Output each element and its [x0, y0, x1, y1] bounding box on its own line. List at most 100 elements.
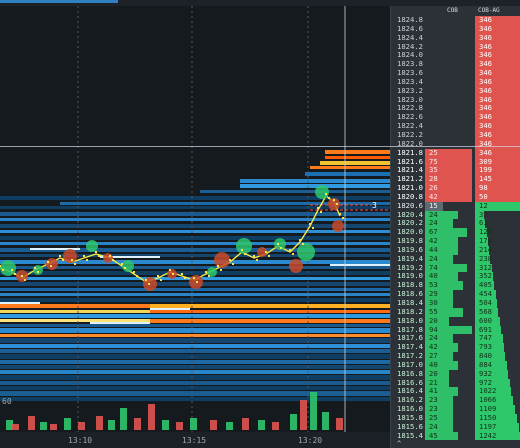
ladder-row[interactable]: 1822.8 346: [391, 103, 520, 114]
cobag-value: 37: [479, 209, 488, 219]
ladder-row[interactable]: 1823.2 346: [391, 86, 520, 96]
ladder-row[interactable]: 1818.4 30 504: [391, 298, 520, 308]
volume-bar: [40, 422, 47, 430]
cob-bar: [425, 228, 467, 238]
cobag-value: 98: [479, 183, 488, 193]
liquidity-hotspot: [100, 256, 160, 258]
cobag-value: 346: [479, 59, 492, 69]
ladder-row[interactable]: 1819.8 42 170: [391, 236, 520, 246]
ladder-row[interactable]: 1817.0 40 884: [391, 360, 520, 370]
ladder-row[interactable]: 1819.6 44 214: [391, 245, 520, 255]
ladder-row[interactable]: 1821.8 25 346: [391, 148, 520, 158]
trade-bubble: [33, 265, 43, 275]
ladder-row[interactable]: 1821.0 26 98: [391, 183, 520, 193]
ladder-row[interactable]: 1817.4 42 793: [391, 342, 520, 353]
heatmap-canvas[interactable]: 3 60 13:10 13:15 13:20: [0, 6, 390, 448]
ladder-row[interactable]: 1822.2 346: [391, 130, 520, 140]
cobag-value: 128: [479, 227, 492, 237]
ladder-row[interactable]: 1824.4 346: [391, 33, 520, 43]
ladder-row[interactable]: 1824.0 346: [391, 50, 520, 61]
ladder-row[interactable]: 1818.6 29 454: [391, 289, 520, 299]
volume-bar: [50, 424, 57, 430]
trade-dot: [121, 263, 123, 265]
ladder-row[interactable]: 1816.8 20 932: [391, 369, 520, 379]
cobag-value: 346: [479, 50, 492, 60]
collapse-caret-icon[interactable]: ^: [397, 440, 402, 448]
cob-bar: [425, 413, 453, 423]
ladder-row[interactable]: 1817.6 24 747: [391, 334, 520, 344]
ladder-row[interactable]: 1822.4 346: [391, 121, 520, 131]
cobag-value: 145: [479, 174, 492, 184]
volume-bar: [78, 422, 85, 430]
ladder-row[interactable]: 1815.4 45 1242: [391, 431, 520, 441]
ladder-row[interactable]: 1824.2 346: [391, 42, 520, 52]
liquidity-band: [0, 298, 390, 302]
cobag-cell: [475, 290, 520, 299]
ladder-price: 1820.0: [397, 227, 423, 237]
ladder-row[interactable]: 1816.2 23 1066: [391, 395, 520, 406]
ladder-row[interactable]: 1823.0 346: [391, 95, 520, 105]
ladder-row[interactable]: 1823.6 346: [391, 68, 520, 78]
cob-bar: [425, 290, 453, 299]
ladder-row[interactable]: 1817.2 27 840: [391, 351, 520, 361]
cob-column-header[interactable]: COB: [447, 7, 458, 14]
ladder-row[interactable]: 1820.4 24 37: [391, 209, 520, 220]
liquidity-band: [150, 319, 390, 323]
cobag-column-header[interactable]: COB-AG: [478, 7, 500, 14]
ladder-price: 1822.8: [397, 103, 423, 113]
ladder-row[interactable]: 1822.0 346: [391, 139, 520, 149]
ladder-row[interactable]: 1819.0 40 352: [391, 272, 520, 282]
price-ladder[interactable]: COB COB-AG 1824.8 346 1824.6 346 1824.4 346 18…: [390, 6, 520, 448]
ladder-row[interactable]: 1819.2 74 312: [391, 263, 520, 273]
trade-bubble: [86, 240, 98, 252]
cob-bar: [425, 352, 453, 361]
ladder-row[interactable]: 1820.2 24 61: [391, 219, 520, 229]
ladder-row[interactable]: 1820.6 15 12: [391, 200, 520, 211]
cobag-bar: [475, 228, 487, 238]
ladder-row[interactable]: 1824.6 346: [391, 24, 520, 34]
ladder-row[interactable]: 1824.8 346: [391, 15, 520, 25]
ladder-row[interactable]: 1819.4 24 238: [391, 254, 520, 264]
cob-bar: [425, 431, 458, 441]
liquidity-band: [0, 266, 390, 269]
ladder-row[interactable]: 1816.0 23 1109: [391, 404, 520, 414]
ladder-row[interactable]: 1818.2 55 568: [391, 307, 520, 317]
liquidity-heatmap[interactable]: 3 60 13:10 13:15 13:20: [0, 6, 390, 448]
cobag-cell: [475, 219, 520, 229]
cobag-bar: [475, 431, 520, 441]
cobag-value: 1109: [479, 404, 497, 414]
ladder-row[interactable]: 1818.8 53 405: [391, 280, 520, 291]
cob-value: 15: [429, 200, 438, 210]
ladder-row[interactable]: 1818.0 20 600: [391, 315, 520, 326]
cobag-value: 1022: [479, 386, 497, 396]
ladder-row[interactable]: 1823.4 346: [391, 77, 520, 87]
liquidity-band: [325, 156, 390, 159]
cobag-cell: [475, 24, 520, 34]
cobag-value: 600: [479, 315, 492, 325]
ladder-row[interactable]: 1816.6 21 972: [391, 378, 520, 388]
ladder-row[interactable]: 1815.8 25 1150: [391, 413, 520, 423]
cobag-cell: [475, 272, 520, 282]
ladder-row[interactable]: 1823.8 346: [391, 59, 520, 70]
volume-bar: [134, 418, 141, 430]
liquidity-band: [0, 230, 390, 233]
volume-bar: [120, 408, 127, 430]
ladder-row[interactable]: 1821.6 75 309: [391, 157, 520, 167]
active-tab-indicator[interactable]: [0, 0, 118, 3]
ladder-row[interactable]: 1821.2 28 145: [391, 174, 520, 185]
trade-dot: [11, 269, 13, 271]
ladder-row[interactable]: 1816.4 41 1022: [391, 386, 520, 397]
cobag-cell: [475, 157, 520, 167]
ladder-row[interactable]: 1822.6 346: [391, 112, 520, 123]
ladder-row[interactable]: 1817.8 94 691: [391, 325, 520, 335]
ladder-row[interactable]: 1815.6 24 1197: [391, 422, 520, 432]
trade-bubble: [289, 259, 303, 273]
trade-dot: [34, 267, 36, 269]
ladder-price: 1816.2: [397, 395, 423, 405]
ladder-row[interactable]: 1820.8 42 50: [391, 192, 520, 202]
trade-dot: [172, 273, 174, 275]
ladder-row[interactable]: 1820.0 67 128: [391, 227, 520, 238]
ladder-price: 1816.4: [397, 386, 423, 396]
ladder-row[interactable]: 1821.4 35 199: [391, 165, 520, 176]
cobag-value: 405: [479, 280, 492, 290]
